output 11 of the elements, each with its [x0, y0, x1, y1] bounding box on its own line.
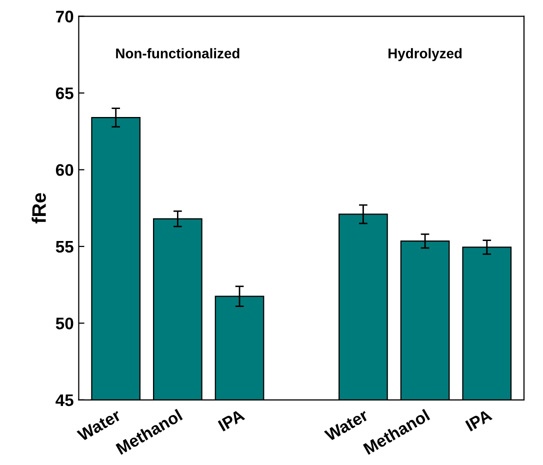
y-tick-label: 60 — [56, 164, 74, 176]
y-tick-label: 65 — [56, 87, 74, 100]
x-tick-label: IPA — [465, 408, 493, 432]
y-axis-title: fRe — [32, 193, 46, 224]
y-tick-label: 45 — [56, 394, 74, 406]
y-tick-label: 70 — [56, 10, 74, 22]
annotation: Non-functionalized — [116, 48, 240, 58]
y-tick-label: 50 — [56, 318, 74, 330]
y-tick-label: 55 — [56, 241, 74, 253]
annotation: Hydrolyzed — [388, 48, 462, 62]
x-tick-label: IPA — [218, 408, 246, 432]
